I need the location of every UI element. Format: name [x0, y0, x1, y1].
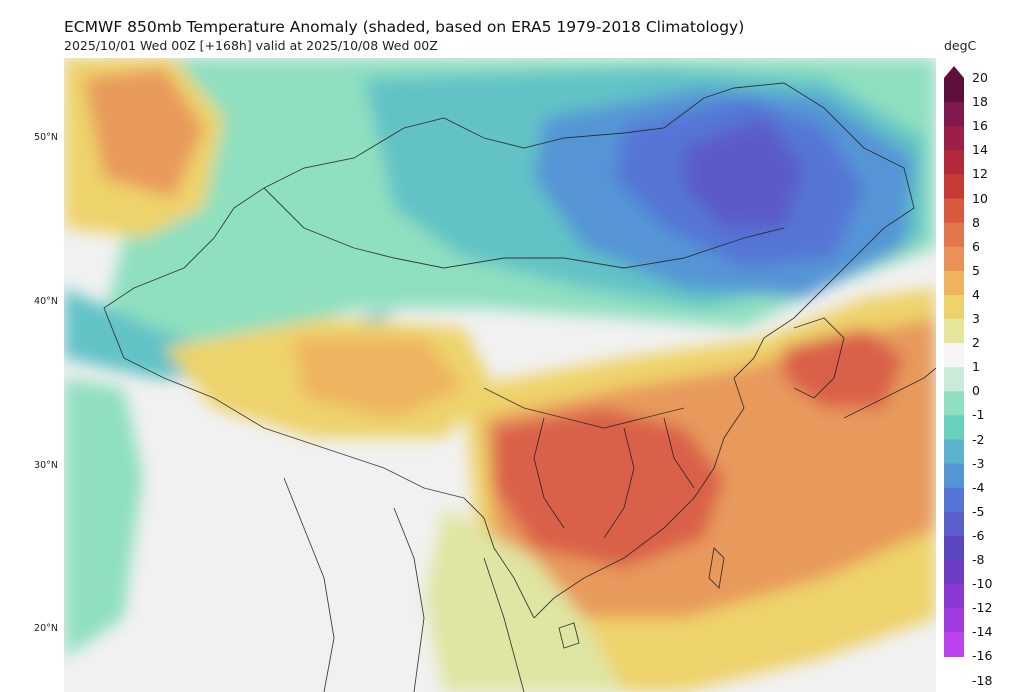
colorbar-segments: [944, 66, 964, 657]
colorbar-segment: [944, 270, 964, 296]
colorbar-segment: [944, 198, 964, 224]
light-warm-south: [424, 508, 624, 692]
colorbar-segment: [944, 222, 964, 248]
chart-title: ECMWF 850mb Temperature Anomaly (shaded,…: [64, 18, 745, 36]
strong-warm-korea: [784, 328, 904, 408]
colorbar-tick-label: 4: [972, 286, 980, 302]
colorbar-segment: [944, 391, 964, 416]
colorbar-segment: [944, 319, 964, 344]
anomaly-map: [64, 58, 936, 692]
warm-patch-northwest: [84, 68, 204, 198]
country-border-china: [103, 82, 915, 339]
colorbar-segment: [944, 487, 964, 513]
colorbar-tick-label: 6: [972, 238, 980, 254]
colorbar-segment: [944, 511, 964, 537]
colorbar-tick-label: -8: [972, 552, 985, 567]
strong-warm-core: [494, 408, 724, 568]
colorbar-tick-label: 2: [972, 335, 980, 351]
colorbar-segment: [944, 102, 964, 127]
anomaly-field: [64, 58, 936, 692]
cool-channel-southwest: [64, 378, 144, 658]
colorbar-tick-label: -4: [972, 479, 985, 495]
colorbar-unit: degC: [944, 38, 977, 53]
colorbar-tick-label: -12: [972, 600, 993, 616]
colorbar-cap: [944, 66, 964, 78]
colorbar-segment: [944, 560, 964, 585]
colorbar-tick-label: 0: [972, 383, 980, 399]
colorbar-segment: [944, 78, 964, 103]
colorbar-segment: [944, 584, 964, 609]
coastline-east: [533, 337, 765, 619]
colorbar-segment: [944, 415, 964, 441]
colorbar-segment: [944, 126, 964, 151]
colorbar-tick-label: -18: [972, 672, 993, 688]
colorbar-tick-label: 5: [972, 262, 980, 278]
colorbar-segment: [944, 463, 964, 489]
colorbar-segment: [944, 246, 964, 272]
colorbar-tick-label: -16: [972, 648, 993, 664]
korea-japan-coast: [793, 317, 936, 419]
colorbar-segment: [944, 608, 964, 633]
colorbar-tick-label: -5: [972, 503, 985, 519]
colorbar-tick-label: -3: [972, 455, 985, 471]
colorbar-tick-label: 14: [972, 142, 988, 158]
colorbar-segment: [944, 150, 964, 175]
lat-label-30n: 30°N: [34, 460, 58, 471]
warmer-plateau-core: [294, 338, 464, 418]
colorbar-tick-label: -2: [972, 431, 985, 447]
colorbar-segment: [944, 439, 964, 465]
interior-border-mongolia: [263, 187, 785, 269]
colorbar-tick-label: 3: [972, 311, 980, 326]
lat-label-50n: 50°N: [34, 132, 58, 143]
colorbar-tick-label: 8: [972, 214, 980, 230]
southeast-asia-coast: [283, 477, 525, 692]
borders: [103, 82, 936, 692]
colorbar-tick-label: -1: [972, 407, 985, 423]
country-border-southwest: [103, 307, 535, 619]
hainan-outline: [558, 622, 580, 649]
colorbar: [944, 66, 964, 657]
colorbar-segment: [944, 535, 964, 561]
colorbar-tick-label: 16: [972, 118, 988, 134]
colorbar-segment: [944, 174, 964, 200]
colorbar-segment: [944, 343, 964, 368]
colorbar-labels: 20 18 16 14 12 10 8 6 5 4 3 2 1 0 -1 -2 -3 -4 -5 -6 -8 -10 -12…: [972, 0, 1024, 692]
colorbar-segment: [944, 294, 964, 320]
colorbar-tick-label: 1: [972, 359, 980, 375]
colorbar-tick-label: -14: [972, 624, 993, 640]
lat-label-40n: 40°N: [34, 296, 58, 307]
colorbar-tick-label: -6: [972, 527, 985, 543]
colorbar-segment: [944, 632, 964, 657]
colorbar-tick-label: 10: [972, 190, 988, 206]
province-borders: [483, 387, 695, 539]
coldest-core: [684, 118, 804, 228]
colorbar-tick-label: -10: [972, 576, 993, 592]
colorbar-tick-label: 12: [972, 166, 988, 182]
lat-label-20n: 20°N: [34, 623, 58, 634]
taiwan-outline: [708, 547, 725, 589]
neutral-south: [134, 438, 424, 692]
chart-subtitle: 2025/10/01 Wed 00Z [+168h] valid at 2025…: [64, 38, 438, 53]
anomaly-map-svg: [64, 58, 936, 692]
colorbar-tick-label: 20: [972, 70, 988, 85]
colorbar-segment: [944, 367, 964, 392]
colorbar-tick-label: 18: [972, 94, 988, 110]
